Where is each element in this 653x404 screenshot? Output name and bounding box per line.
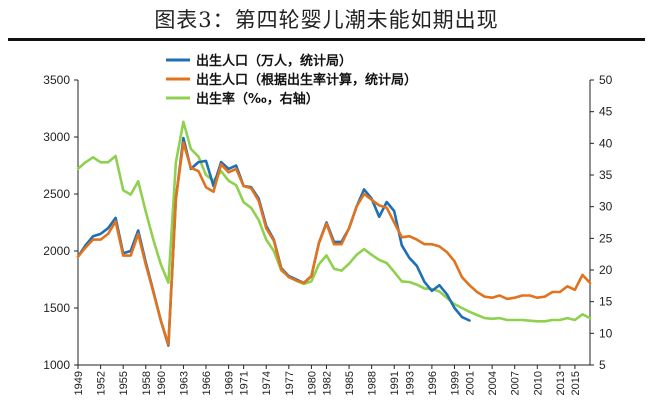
right-tick-label: 35	[599, 168, 613, 182]
left-tick-label: 1000	[43, 358, 70, 372]
x-tick-label: 1982	[321, 371, 333, 395]
x-tick-label: 2013	[555, 371, 567, 395]
legend-label-3: 出生率（‰，右轴）	[196, 91, 319, 107]
x-tick-label: 2001	[465, 371, 477, 395]
left-tick-label: 1500	[43, 301, 70, 315]
x-tick-label: 2004	[487, 371, 499, 395]
legend-label-2: 出生人口（根据出生率计算，统计局）	[196, 72, 417, 88]
x-tick-label: 1988	[367, 371, 379, 395]
x-tick-label: 1963	[178, 371, 190, 395]
right-tick-label: 50	[599, 73, 613, 87]
x-tick-label: 1974	[261, 371, 273, 395]
title-rule	[8, 38, 645, 41]
legend: 出生人口（万人，统计局） 出生人口（根据出生率计算，统计局） 出生率（‰，右轴）	[166, 53, 417, 107]
x-tick-label: 1952	[96, 371, 108, 395]
series-lines	[76, 120, 592, 347]
page-title: 图表3：第四轮婴儿潮未能如期出现	[154, 8, 499, 32]
legend-label-1: 出生人口（万人，统计局）	[196, 53, 352, 69]
right-tick-label: 30	[599, 200, 613, 214]
series-line-2	[76, 141, 592, 346]
right-tick-label: 25	[599, 231, 613, 245]
x-tick-label: 1977	[284, 371, 296, 395]
x-tick-label: 1960	[156, 371, 168, 395]
right-tick-label: 20	[599, 263, 613, 277]
x-axis: 1949 1952 1955 1958 1960 1963 1966 1969 1971 1974…	[73, 365, 582, 395]
x-tick-label: 2015	[570, 371, 582, 395]
left-tick-label: 2000	[43, 244, 70, 258]
right-tick-label: 45	[599, 105, 613, 119]
x-tick-label: 1993	[404, 371, 416, 395]
x-tick-label: 1996	[427, 371, 439, 395]
left-tick-label: 2500	[43, 187, 70, 201]
x-tick-label: 1969	[224, 371, 236, 395]
left-tick-label: 3000	[43, 130, 70, 144]
x-tick-label: 1958	[141, 371, 153, 395]
x-tick-label: 1985	[344, 371, 356, 395]
right-tick-label: 15	[599, 295, 613, 309]
x-tick-label: 1980	[306, 371, 318, 395]
right-axis: 5 10 15 20 25 30 35 40 45 50	[590, 73, 613, 372]
x-tick-label: 2010	[532, 371, 544, 395]
plot-frame	[77, 80, 591, 366]
series-line-3	[76, 120, 592, 323]
x-tick-label: 1949	[73, 371, 85, 395]
left-tick-label: 3500	[43, 73, 70, 87]
x-tick-label: 1971	[239, 371, 251, 395]
x-tick-label: 1955	[118, 371, 130, 395]
right-tick-label: 10	[599, 326, 613, 340]
right-tick-label: 5	[599, 358, 606, 372]
right-tick-label: 40	[599, 136, 613, 150]
x-tick-label: 2007	[510, 371, 522, 395]
x-tick-label: 1991	[389, 371, 401, 395]
x-tick-label: 1999	[449, 371, 461, 395]
x-tick-label: 1966	[201, 371, 213, 395]
left-axis: 1000 1500 2000 2500 3000 3500	[43, 73, 78, 372]
